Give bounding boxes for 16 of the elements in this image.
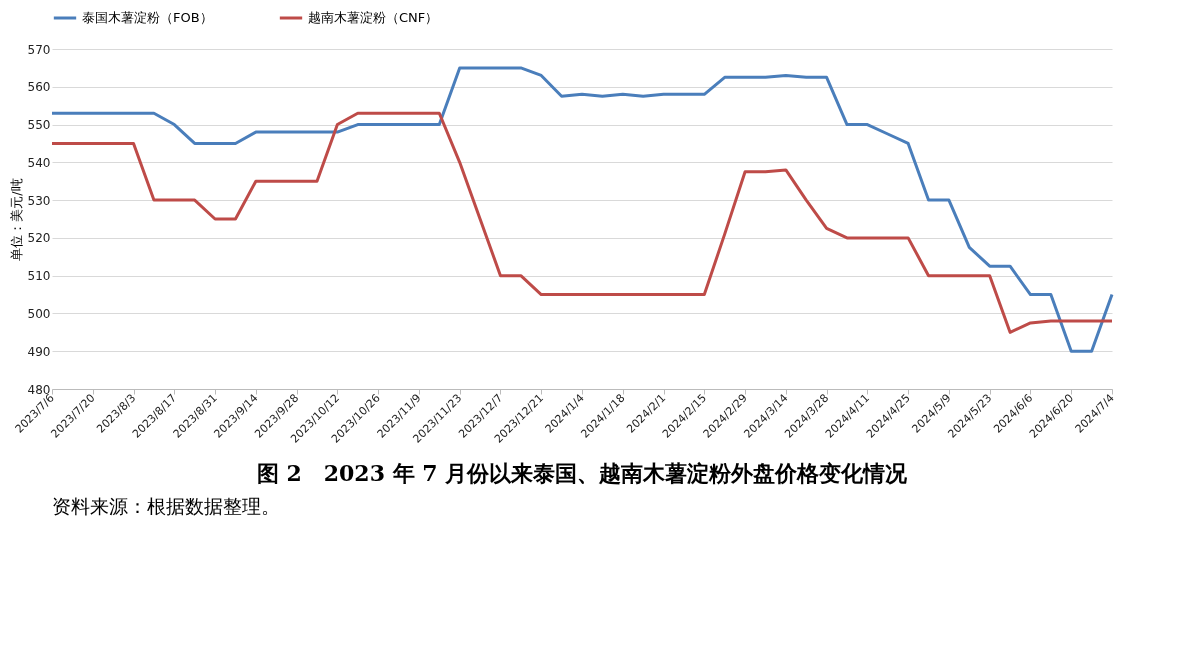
y-axis-title: 单位：美元/吨	[8, 178, 24, 261]
y-tick-label: 490	[27, 344, 51, 359]
text: 资料来源：根据数据整理。	[52, 495, 280, 517]
y-tick-label: 520	[27, 231, 51, 246]
y-tick-label: 540	[27, 155, 51, 170]
legend-label: 泰国木薯淀粉（FOB）	[82, 10, 213, 25]
y-tick-label: 500	[27, 306, 51, 321]
line-series	[50, 111, 1114, 334]
y-tick-label: 570	[27, 42, 51, 57]
y-tick-label: 560	[27, 80, 51, 95]
y-tick-label: 510	[27, 269, 51, 284]
text: 图 2 2023 年 7 月份以来泰国、越南木薯淀粉外盘价格变化情况	[256, 460, 909, 487]
y-tick-label: 530	[27, 193, 51, 208]
legend-label: 越南木薯淀粉（CNF）	[308, 10, 439, 25]
y-tick-label: 550	[27, 118, 51, 133]
line-series	[50, 66, 1114, 353]
